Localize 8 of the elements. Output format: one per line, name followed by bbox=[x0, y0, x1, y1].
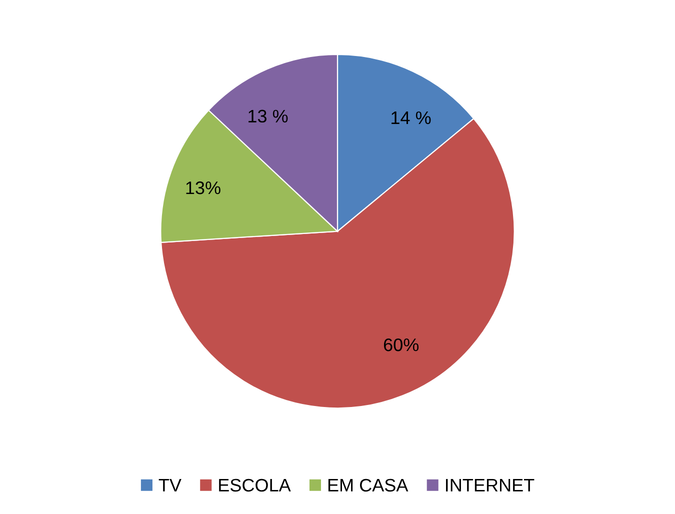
legend-label: EM CASA bbox=[328, 478, 408, 492]
data-label: 60% bbox=[384, 338, 419, 352]
data-label: 13% bbox=[186, 181, 220, 194]
data-label: 14 % bbox=[392, 111, 431, 124]
data-label: 13 % bbox=[248, 110, 288, 123]
legend-label: INTERNET bbox=[446, 479, 534, 492]
legend-label: ESCOLA bbox=[219, 478, 291, 492]
legend-label: TV bbox=[158, 479, 182, 492]
